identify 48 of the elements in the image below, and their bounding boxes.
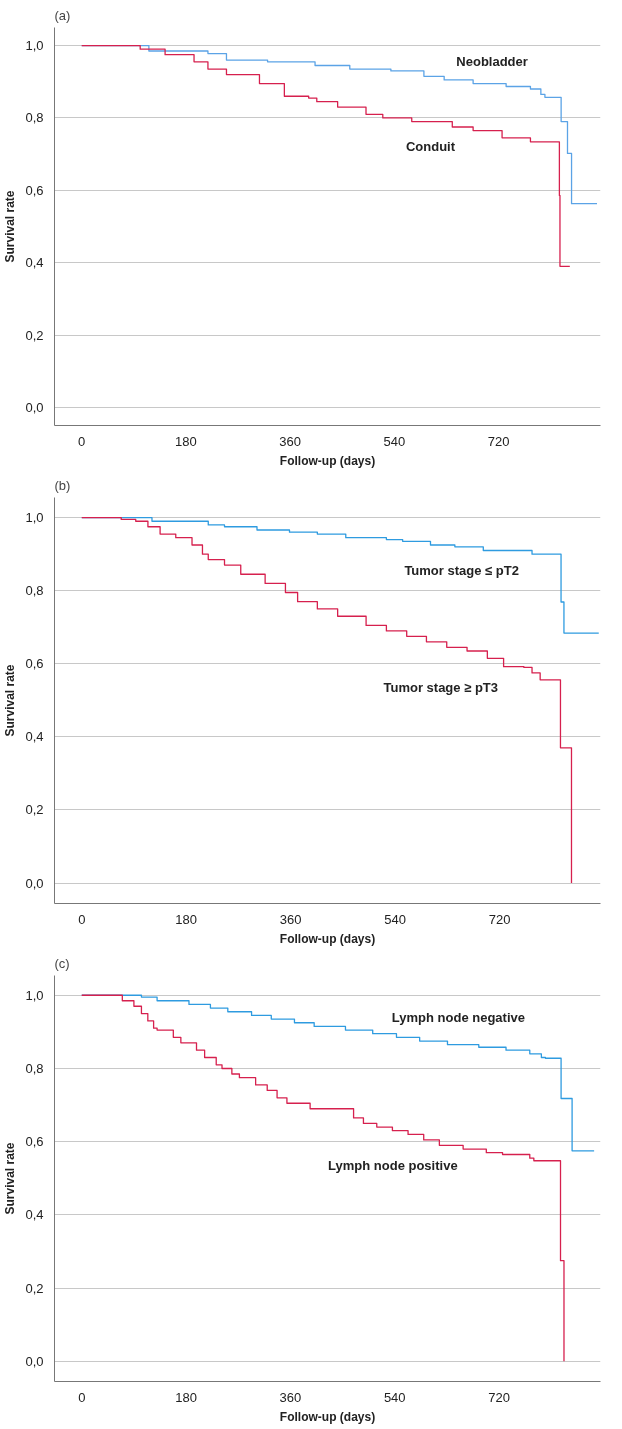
y-tick-label: 0,8 <box>25 1060 44 1076</box>
y-tick-label: 0,4 <box>25 729 44 745</box>
y-tick-label: 0,2 <box>25 802 44 818</box>
y-axis-title: Survival rate <box>3 190 18 263</box>
x-axis-title: Follow-up (days) <box>279 931 376 946</box>
y-tick-label: 0,8 <box>25 110 44 126</box>
x-tick-label: 180 <box>175 1389 197 1405</box>
x-tick-label: 720 <box>487 433 510 449</box>
x-tick-label: 0 <box>78 433 86 449</box>
y-tick-label: 0,0 <box>25 1353 44 1369</box>
x-tick-label: 720 <box>488 911 511 927</box>
x-tick-label: 540 <box>384 911 406 927</box>
series-label: Tumor stage ≤ pT2 <box>404 563 519 579</box>
y-tick-label: 1,0 <box>25 510 44 526</box>
x-tick-label: 360 <box>279 433 302 449</box>
x-tick-label: 0 <box>78 1389 86 1405</box>
y-axis-title: Survival rate <box>3 1142 18 1215</box>
chart-title: (a) <box>54 7 71 23</box>
x-tick-label: 0 <box>78 911 86 927</box>
series-label: Lymph node negative <box>391 1009 525 1025</box>
y-tick-label: 0,4 <box>25 1207 44 1223</box>
y-tick-label: 0,6 <box>25 182 44 198</box>
x-axis-title: Follow-up (days) <box>279 1409 376 1424</box>
y-tick-label: 0,0 <box>25 399 44 415</box>
y-tick-label: 1,0 <box>25 987 44 1003</box>
x-tick-label: 180 <box>175 433 197 449</box>
y-axis-title: Survival rate <box>3 664 18 737</box>
series-label: Neobladder <box>456 54 528 70</box>
y-tick-label: 0,6 <box>25 656 44 672</box>
series-label: Tumor stage ≥ pT3 <box>383 680 499 696</box>
y-tick-label: 0,2 <box>25 1280 44 1296</box>
x-tick-label: 540 <box>383 1389 406 1405</box>
chart-title: (c) <box>54 955 70 971</box>
series-label: Conduit <box>405 139 456 155</box>
x-axis-title: Follow-up (days) <box>279 453 376 468</box>
y-tick-label: 0,2 <box>25 327 44 343</box>
chart-title: (b) <box>54 477 71 493</box>
x-tick-label: 720 <box>488 1389 510 1405</box>
y-tick-label: 0,8 <box>25 583 44 599</box>
series-label: Lymph node positive <box>328 1158 458 1173</box>
y-tick-label: 0,0 <box>25 875 44 891</box>
x-tick-label: 360 <box>279 1389 302 1405</box>
x-tick-label: 360 <box>279 911 302 927</box>
x-tick-label: 180 <box>175 911 198 927</box>
y-tick-label: 0,6 <box>25 1134 44 1150</box>
x-tick-label: 540 <box>383 433 406 449</box>
y-tick-label: 1,0 <box>25 38 44 54</box>
y-tick-label: 0,4 <box>25 255 44 271</box>
